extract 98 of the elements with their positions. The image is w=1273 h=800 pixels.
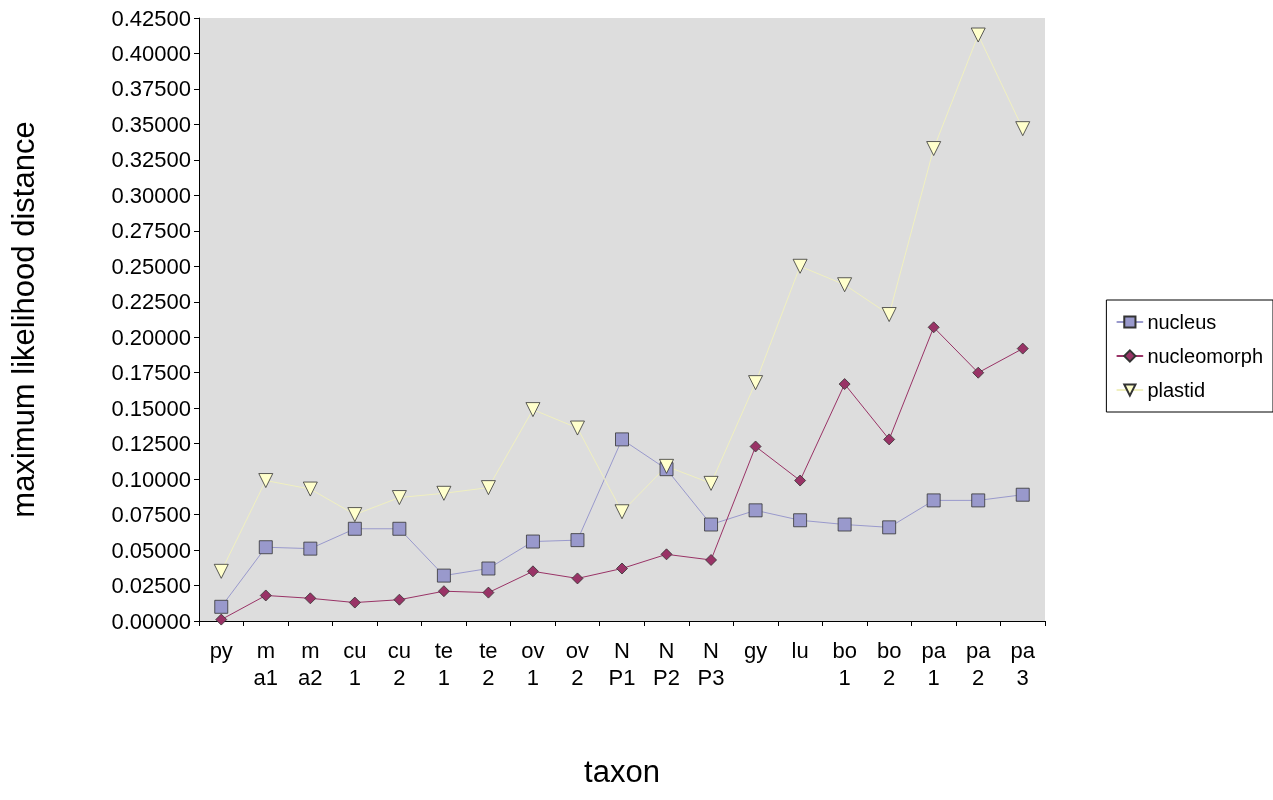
point (391, 490, 407, 505)
x-tick-label: cu2 (387, 638, 411, 690)
legend-label: nucleus (1147, 311, 1217, 333)
point (794, 474, 807, 487)
point (258, 473, 274, 488)
legend-label: nucleomorph (1147, 345, 1263, 367)
point (570, 420, 585, 436)
y-tick-label: 0.32500 (111, 147, 191, 173)
point (481, 561, 496, 576)
y-tick-label: 0.35000 (111, 111, 191, 137)
point (392, 521, 407, 536)
point (482, 586, 495, 599)
point (837, 277, 853, 293)
point (882, 520, 897, 535)
x-tick-label: cu1 (343, 638, 367, 690)
y-tick-label: 0.07500 (111, 502, 191, 528)
point (616, 562, 628, 575)
point (970, 27, 986, 43)
point (614, 504, 630, 520)
point (213, 563, 229, 579)
y-axis-title: maximum likelihood distance (6, 121, 41, 518)
point (258, 540, 273, 555)
point (748, 503, 763, 518)
y-tick-label: 0.00000 (111, 608, 191, 634)
point (927, 321, 940, 334)
y-tick-label: 0.15000 (111, 395, 191, 421)
x-tick-label: bo2 (876, 638, 902, 690)
point (348, 596, 361, 609)
point (792, 258, 808, 274)
point (1016, 342, 1029, 355)
point (926, 493, 941, 508)
x-tick-label: te2 (479, 638, 498, 690)
y-tick-label: 0.12500 (111, 431, 191, 457)
point (302, 481, 318, 497)
x-tick-label: gy (743, 638, 768, 663)
x-tick-label: ov1 (521, 638, 545, 690)
point (615, 432, 629, 447)
x-tick-label: ov2 (565, 638, 590, 690)
point (660, 548, 673, 561)
x-tick-label: NP2 (653, 638, 680, 690)
point (703, 475, 719, 491)
point (705, 554, 717, 566)
y-tick-label: 0.20000 (111, 324, 191, 350)
x-axis-title: taxon (584, 754, 660, 789)
y-tick-label: 0.10000 (111, 466, 191, 492)
point (659, 458, 674, 474)
point (393, 593, 406, 606)
y-tick-label: 0.05000 (111, 537, 191, 563)
point (926, 141, 942, 156)
x-tick-label: pa1 (921, 638, 947, 690)
point (259, 589, 272, 602)
point (436, 485, 452, 501)
point (883, 433, 896, 446)
point (304, 592, 317, 605)
point (704, 517, 718, 532)
y-tick-label: 0.42500 (111, 5, 191, 31)
point (881, 307, 897, 322)
x-tick-label: lu (791, 638, 809, 663)
point (1015, 487, 1030, 502)
point (525, 402, 541, 417)
point (570, 533, 585, 548)
x-tick-label: pa3 (1010, 638, 1036, 690)
y-tick-label: 0.17500 (111, 360, 191, 386)
point (347, 521, 362, 536)
point (526, 534, 540, 549)
x-tick-label: ma1 (253, 638, 279, 690)
x-tick-label: ma2 (298, 638, 323, 690)
point (793, 513, 808, 528)
point (971, 493, 986, 508)
point (436, 568, 451, 583)
point (972, 366, 985, 379)
point (571, 572, 584, 585)
legend-label: plastid (1147, 379, 1206, 401)
point (347, 507, 363, 522)
y-tick-label: 0.22500 (111, 289, 191, 315)
point (214, 599, 229, 614)
point (215, 613, 228, 626)
y-tick-label: 0.37500 (111, 76, 191, 102)
point (749, 440, 762, 453)
x-tick-label: py (209, 638, 233, 663)
point (303, 541, 318, 556)
point (748, 375, 763, 391)
point (527, 565, 539, 578)
point (437, 585, 450, 598)
x-tick-label: pa2 (965, 638, 992, 690)
point (838, 378, 851, 390)
y-tick-label: 0.27500 (111, 218, 191, 244)
y-tick-label: 0.40000 (111, 40, 191, 66)
x-tick-label: NP1 (608, 638, 636, 690)
y-tick-label: 0.25000 (111, 253, 191, 279)
y-tick-label: 0.02500 (111, 573, 191, 599)
point (481, 480, 496, 496)
point (1015, 121, 1031, 137)
point (837, 517, 852, 532)
y-tick-label: 0.30000 (111, 182, 191, 208)
x-tick-label: bo1 (832, 638, 857, 690)
x-tick-label: NP3 (697, 638, 725, 690)
x-tick-label: te1 (434, 638, 454, 690)
